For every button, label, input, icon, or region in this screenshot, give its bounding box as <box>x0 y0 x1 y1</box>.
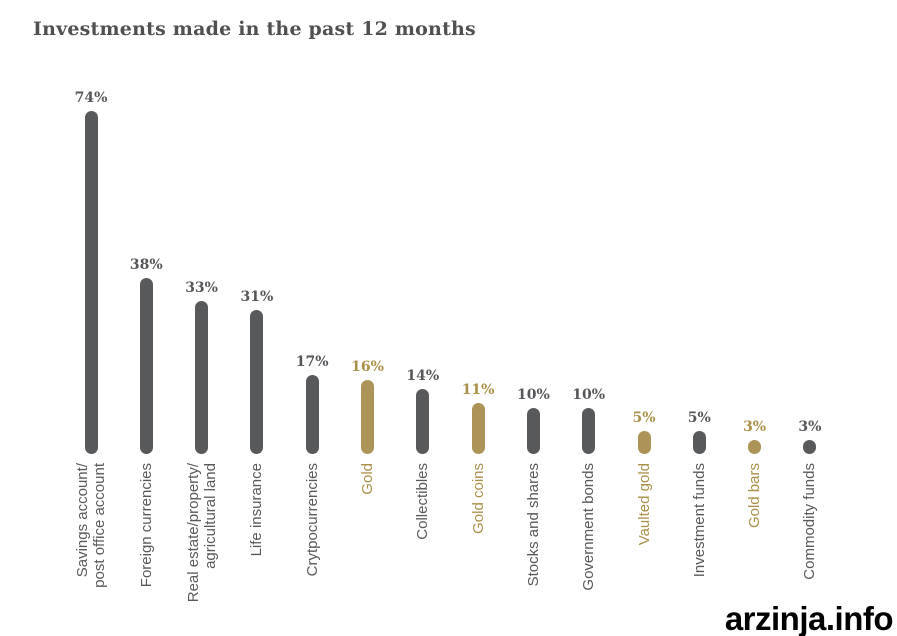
bar-value-label: 17% <box>295 354 329 370</box>
bar <box>416 389 430 454</box>
bar-value-label: 10% <box>516 387 550 403</box>
bar <box>526 408 540 454</box>
bar <box>305 375 319 454</box>
category-label: Gold <box>359 463 376 495</box>
category-label: Gold coins <box>469 463 487 534</box>
bar-value-label: 74% <box>74 90 108 106</box>
category-label: Government bonds <box>580 463 598 591</box>
bar-value-label: 38% <box>129 257 163 273</box>
category-label: Life insurance <box>248 463 266 557</box>
bar <box>637 431 651 454</box>
bar-value-label: 5% <box>687 410 711 426</box>
category-label: Collectibles <box>414 463 432 540</box>
bar-value-label: 16% <box>351 359 384 375</box>
category-label: Foreign currencies <box>137 463 155 588</box>
bar-value-label: 5% <box>632 410 656 426</box>
bar-value-label: 3% <box>798 419 822 435</box>
bar <box>361 380 374 454</box>
category-label: Savings account/post office account <box>74 463 108 588</box>
chart-title: Investments made in the past 12 months <box>33 18 476 40</box>
bar <box>692 431 706 454</box>
bar-value-label: 31% <box>240 289 274 305</box>
bar <box>250 310 264 454</box>
bar-value-label: 33% <box>185 280 218 296</box>
bar-value-label: 3% <box>743 419 767 435</box>
category-label: Crytpocurrencies <box>303 463 321 577</box>
bar <box>195 301 209 454</box>
bar <box>139 278 153 454</box>
category-label: Commodity funds <box>801 463 819 580</box>
bar-value-label: 11% <box>461 382 495 398</box>
category-label: Vaulted gold <box>635 463 653 546</box>
bar <box>803 440 817 454</box>
bar <box>582 408 596 454</box>
bar-value-label: 14% <box>406 368 440 384</box>
watermark: arzinja.info <box>724 600 894 636</box>
category-label: Investment funds <box>690 463 708 578</box>
bar <box>471 403 485 454</box>
bar <box>84 111 98 454</box>
category-label: Stocks and shares <box>524 463 542 587</box>
category-label: Real estate/property/agricultural land <box>184 463 219 603</box>
bar <box>748 440 762 454</box>
bar-value-label: 10% <box>572 387 606 403</box>
category-label: Gold bars <box>746 463 764 529</box>
